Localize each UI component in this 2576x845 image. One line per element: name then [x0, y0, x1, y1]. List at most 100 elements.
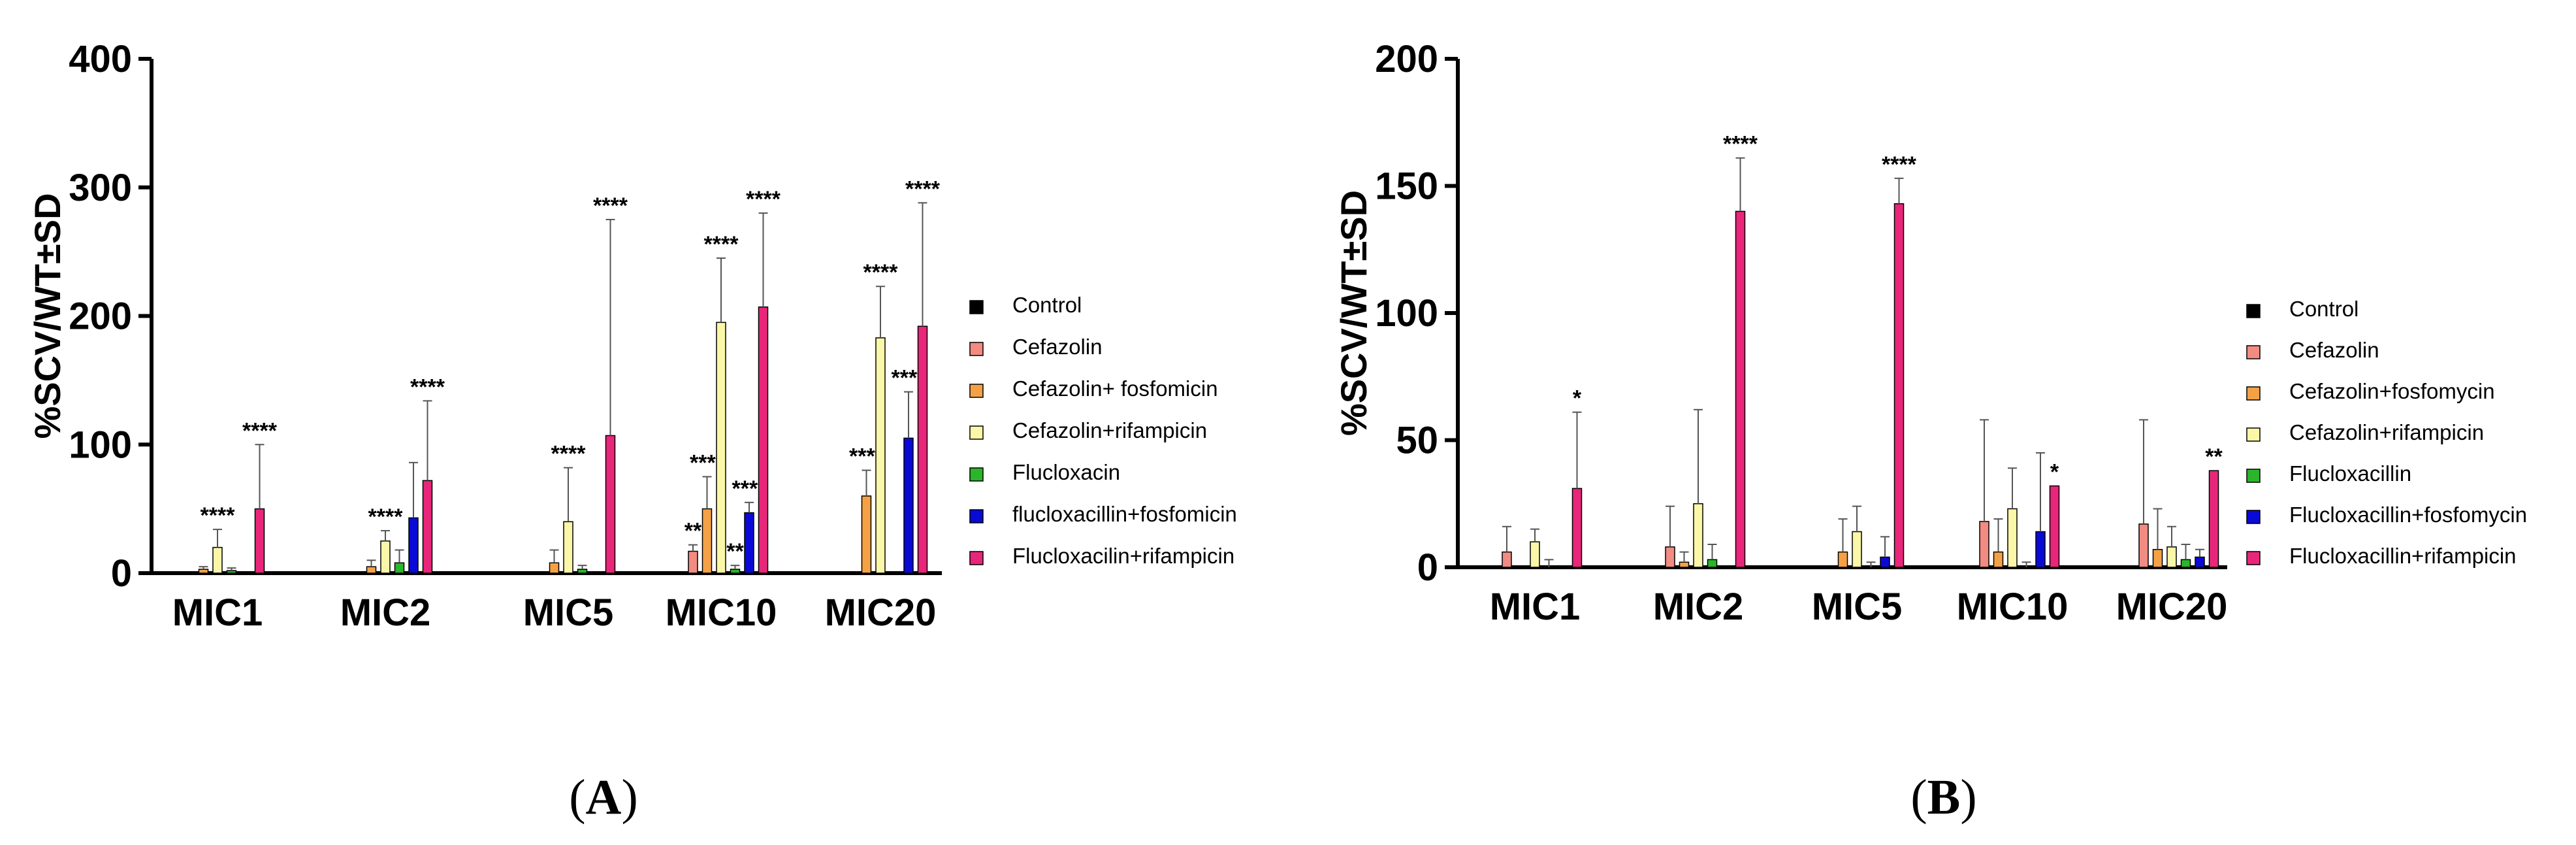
x-category-label: MIC2 — [340, 591, 431, 634]
legend-swatch — [969, 300, 984, 314]
bar — [1679, 561, 1690, 568]
x-category-label: MIC5 — [1812, 586, 1903, 628]
legend-label: flucloxacillin+fosfomicin — [1012, 502, 1237, 526]
panel-label-open: ( — [569, 770, 585, 825]
legend-label: Flucloxacilin+rifampicin — [1012, 544, 1234, 568]
bar — [408, 517, 419, 574]
bar — [1735, 210, 1746, 568]
y-tick-label: 200 — [1375, 38, 1438, 80]
bar — [577, 569, 588, 574]
bar — [1837, 551, 1848, 568]
legend-swatch — [2246, 345, 2261, 359]
legend-label: Control — [1012, 293, 1082, 317]
legend-swatch — [2246, 386, 2261, 401]
bar — [1530, 541, 1540, 568]
bar — [605, 435, 616, 574]
bar — [917, 325, 928, 574]
bar — [226, 570, 237, 574]
y-axis-title: %SCV/WT±SD — [27, 193, 68, 439]
bar — [1993, 551, 2004, 568]
bar — [212, 546, 223, 574]
panel-label-letter: B — [1927, 770, 1961, 825]
bar — [1852, 531, 1862, 568]
bar — [380, 540, 391, 574]
x-category-label: MIC10 — [1957, 586, 2069, 628]
significance-marker: **** — [704, 232, 739, 257]
bar — [730, 569, 741, 574]
legend-label: Control — [2289, 297, 2359, 321]
legend-swatch — [2246, 510, 2261, 524]
bar — [701, 508, 713, 574]
bar — [2035, 531, 2046, 568]
panel-label-close: ) — [1960, 770, 1976, 825]
bar — [2166, 546, 2177, 568]
x-category-label: MIC1 — [1490, 586, 1581, 628]
x-category-label: MIC1 — [172, 591, 263, 634]
bar — [2208, 470, 2219, 568]
bar — [861, 495, 872, 574]
legend-swatch — [969, 467, 984, 482]
y-tick-label: 0 — [111, 552, 132, 595]
legend-swatch — [969, 425, 984, 440]
bar — [1979, 521, 1989, 568]
significance-marker: **** — [201, 503, 236, 528]
significance-marker: **** — [242, 418, 278, 443]
x-category-label: MIC20 — [2116, 586, 2228, 628]
legend-swatch — [2246, 304, 2261, 318]
bar — [1571, 488, 1583, 568]
significance-marker: * — [1573, 386, 1582, 411]
x-category-label: MIC5 — [523, 591, 614, 634]
legend-swatch — [2246, 551, 2261, 565]
bar — [254, 508, 265, 574]
significance-marker: **** — [368, 505, 404, 529]
y-axis-title: %SCV/WT±SD — [1333, 190, 1374, 436]
bar — [2049, 485, 2060, 568]
legend-label: Cefazolin — [1012, 335, 1103, 359]
bar — [563, 521, 573, 574]
legend-swatch — [2246, 469, 2261, 483]
significance-marker: * — [2050, 460, 2059, 485]
significance-marker: **** — [1723, 132, 1758, 157]
legend-label: Cefazolin+rifampicin — [2289, 420, 2484, 444]
y-tick-label: 100 — [1375, 292, 1438, 335]
legend-label: Cefazolin+rifampicin — [1012, 418, 1207, 442]
x-category-label: MIC20 — [825, 591, 937, 634]
legend-label: Cefazolin — [2289, 338, 2379, 362]
legend-swatch — [969, 384, 984, 398]
bar — [2195, 556, 2205, 568]
significance-marker: **** — [746, 187, 781, 212]
legend-swatch — [2246, 427, 2261, 442]
legend-label: Flucloxacillin — [2289, 461, 2411, 486]
legend-swatch — [969, 342, 984, 356]
panel-label-letter: A — [586, 770, 622, 825]
bar — [1665, 546, 1675, 568]
bar — [2152, 549, 2163, 568]
y-tick-label: 0 — [1417, 546, 1438, 589]
bar — [1880, 556, 1890, 568]
legend-label: Cefazolin+ fosfomicin — [1012, 376, 1218, 401]
bar — [903, 437, 914, 574]
bar — [1693, 503, 1703, 568]
y-tick-label: 50 — [1396, 420, 1438, 462]
legend-label: Flucloxacillin+fosfomycin — [2289, 503, 2527, 527]
bar — [2180, 559, 2191, 568]
legend-label: Flucloxacin — [1012, 460, 1120, 484]
panel-label-open: ( — [1910, 770, 1927, 825]
bar — [198, 569, 209, 574]
significance-marker: **** — [1882, 152, 1917, 177]
x-category-label: MIC2 — [1653, 586, 1744, 628]
significance-marker: **** — [593, 193, 628, 218]
bar — [422, 480, 433, 574]
bar — [688, 550, 698, 574]
bar — [366, 566, 377, 574]
bar — [758, 306, 769, 574]
bar — [1502, 551, 1512, 568]
y-tick-label: 300 — [69, 167, 132, 209]
legend-swatch — [969, 551, 984, 565]
bar — [1893, 203, 1905, 568]
y-tick-label: 400 — [69, 38, 132, 80]
y-tick-label: 100 — [69, 423, 132, 466]
significance-marker: ** — [726, 539, 744, 564]
significance-marker: **** — [551, 442, 587, 467]
